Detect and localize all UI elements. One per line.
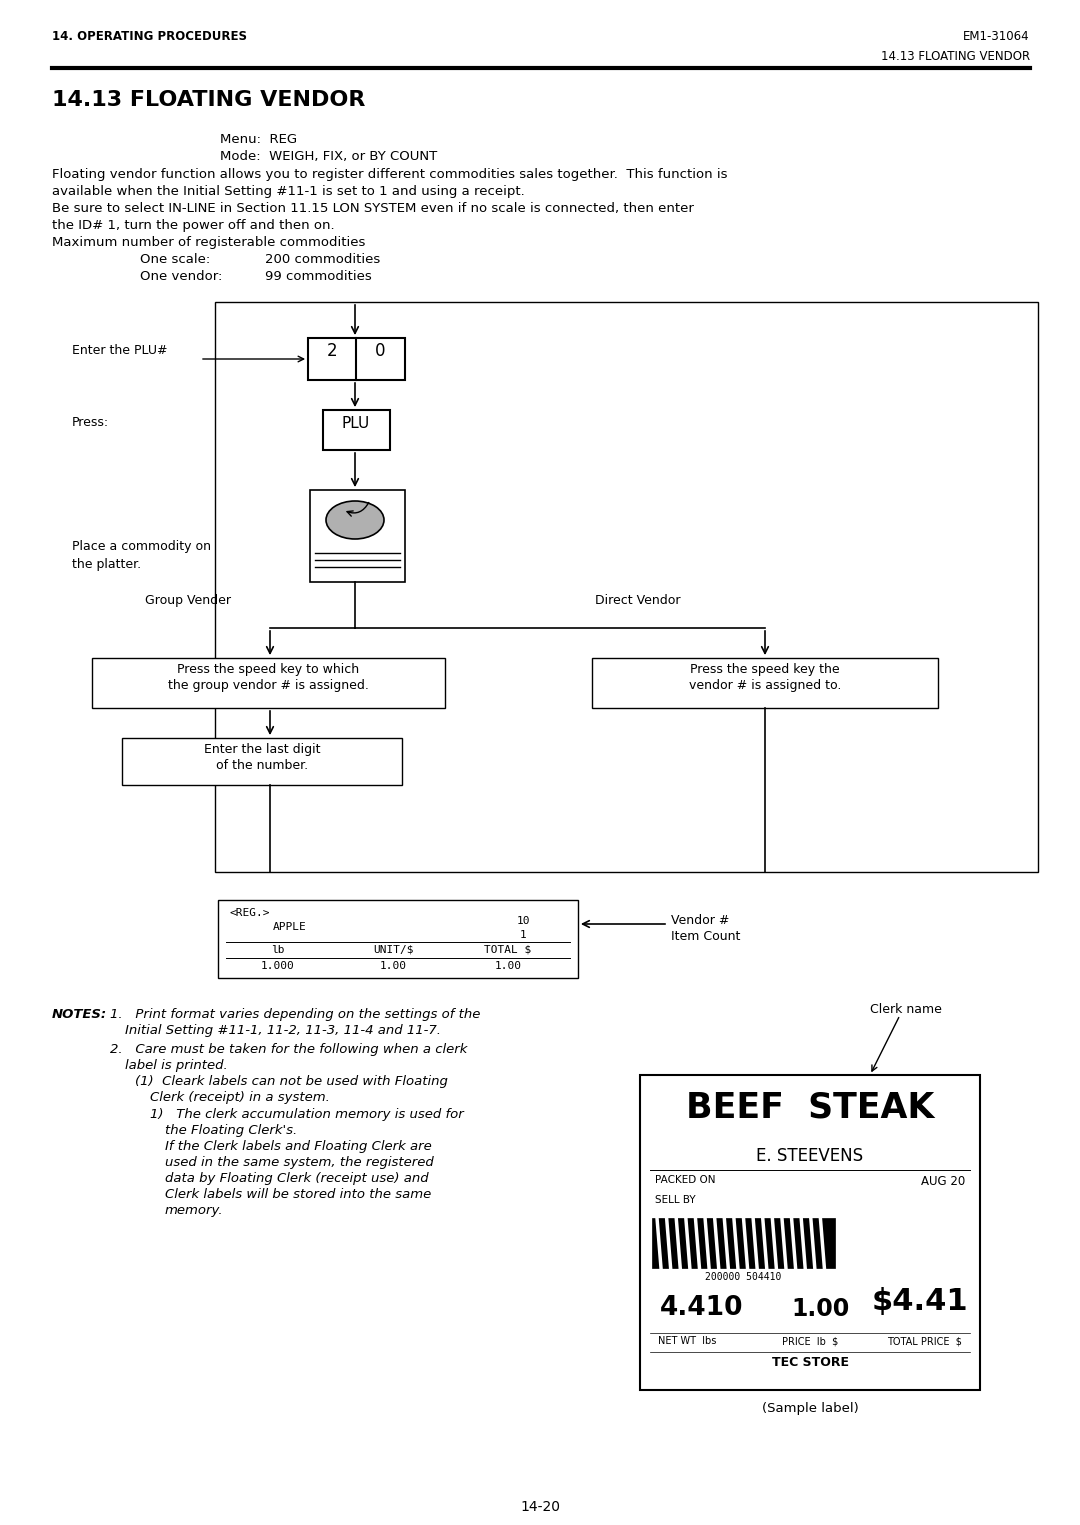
Text: Item Count: Item Count [671, 930, 741, 942]
Bar [122, 738, 402, 785]
Bar [218, 900, 578, 978]
Text: NET WT  lbs: NET WT lbs [658, 1336, 716, 1347]
Text: 2: 2 [326, 342, 337, 360]
Bar [92, 657, 445, 708]
Bar [640, 1075, 980, 1389]
Text: If the Clerk labels and Floating Clerk are: If the Clerk labels and Floating Clerk a… [165, 1141, 432, 1153]
Text: available when the Initial Setting #11-1 is set to 1 and using a receipt.: available when the Initial Setting #11-1… [52, 185, 525, 198]
Text: 200 commodities: 200 commodities [265, 253, 380, 265]
Text: lb: lb [271, 946, 285, 955]
Text: NOTES:: NOTES: [52, 1008, 107, 1022]
Text: Clerk labels will be stored into the same: Clerk labels will be stored into the sam… [165, 1188, 431, 1202]
Text: the Floating Clerk's.: the Floating Clerk's. [165, 1124, 297, 1138]
Text: used in the same system, the registered: used in the same system, the registered [165, 1156, 434, 1170]
Text: APPLE: APPLE [273, 923, 307, 932]
Text: $4.41: $4.41 [872, 1287, 968, 1316]
Bar [215, 302, 1038, 872]
Text: 1.00: 1.00 [379, 961, 406, 971]
Text: the group vendor # is assigned.: the group vendor # is assigned. [167, 679, 368, 692]
Text: 14. OPERATING PROCEDURES: 14. OPERATING PROCEDURES [52, 30, 247, 43]
Text: Press the speed key to which: Press the speed key to which [177, 663, 359, 676]
Text: Press the speed key the: Press the speed key the [690, 663, 840, 676]
Text: <REG.>: <REG.> [230, 907, 270, 918]
Text: 2.   Care must be taken for the following when a clerk: 2. Care must be taken for the following … [110, 1043, 468, 1055]
Text: Direct Vendor: Direct Vendor [595, 595, 680, 607]
Text: (Sample label): (Sample label) [761, 1401, 859, 1415]
Text: SELL BY: SELL BY [654, 1196, 696, 1205]
Text: Mode:  WEIGH, FIX, or BY COUNT: Mode: WEIGH, FIX, or BY COUNT [220, 149, 437, 163]
Text: EM1-31064: EM1-31064 [963, 30, 1030, 43]
Text: the ID# 1, turn the power off and then on.: the ID# 1, turn the power off and then o… [52, 220, 335, 232]
Text: of the number.: of the number. [216, 759, 308, 772]
Text: PACKED ON: PACKED ON [654, 1174, 715, 1185]
Text: data by Floating Clerk (receipt use) and: data by Floating Clerk (receipt use) and [165, 1173, 429, 1185]
Text: E. STEEVENS: E. STEEVENS [756, 1147, 864, 1165]
Bar [652, 1218, 835, 1267]
Text: label is printed.: label is printed. [125, 1058, 228, 1072]
Text: (1)  Cleark labels can not be used with Floating: (1) Cleark labels can not be used with F… [135, 1075, 448, 1087]
Text: 14.13 FLOATING VENDOR: 14.13 FLOATING VENDOR [52, 90, 365, 110]
Text: 1.00: 1.00 [791, 1296, 849, 1321]
Text: Press:: Press: [72, 416, 109, 429]
Text: the platter.: the platter. [72, 558, 141, 570]
Text: One scale:: One scale: [140, 253, 211, 265]
Text: 1)   The clerk accumulation memory is used for: 1) The clerk accumulation memory is used… [150, 1109, 463, 1121]
Text: vendor # is assigned to.: vendor # is assigned to. [689, 679, 841, 692]
Text: Floating vendor function allows you to register different commodities sales toge: Floating vendor function allows you to r… [52, 168, 728, 181]
Bar [310, 490, 405, 583]
Text: 1.000: 1.000 [261, 961, 295, 971]
Bar [592, 657, 939, 708]
Text: Clerk (receipt) in a system.: Clerk (receipt) in a system. [150, 1090, 329, 1104]
Text: Enter the last digit: Enter the last digit [204, 743, 321, 756]
Text: PRICE  lb  $: PRICE lb $ [782, 1336, 838, 1347]
Text: 10: 10 [516, 917, 530, 926]
Text: PLU: PLU [342, 416, 370, 432]
Text: 0: 0 [375, 342, 386, 360]
Text: Menu:  REG: Menu: REG [220, 133, 297, 146]
Text: TEC STORE: TEC STORE [771, 1356, 849, 1369]
Text: memory.: memory. [165, 1205, 224, 1217]
Text: BEEF  STEAK: BEEF STEAK [686, 1090, 934, 1124]
Text: Vendor #: Vendor # [671, 913, 729, 927]
Text: UNIT/$: UNIT/$ [373, 946, 414, 955]
Text: Maximum number of registerable commodities: Maximum number of registerable commoditi… [52, 236, 365, 249]
Text: Place a commodity on: Place a commodity on [72, 540, 211, 554]
Text: 1: 1 [519, 930, 526, 939]
Text: 200000 504410: 200000 504410 [705, 1272, 781, 1283]
Text: 14.13 FLOATING VENDOR: 14.13 FLOATING VENDOR [881, 50, 1030, 63]
Bar [308, 339, 405, 380]
Text: One vendor:: One vendor: [140, 270, 222, 284]
Text: TOTAL PRICE  $: TOTAL PRICE $ [887, 1336, 962, 1347]
Text: 99 commodities: 99 commodities [265, 270, 372, 284]
Ellipse shape [326, 502, 384, 538]
Text: Group Vender: Group Vender [145, 595, 231, 607]
Text: Initial Setting #11-1, 11-2, 11-3, 11-4 and 11-7.: Initial Setting #11-1, 11-2, 11-3, 11-4 … [125, 1023, 441, 1037]
Text: TOTAL $: TOTAL $ [484, 946, 531, 955]
Text: AUG 20: AUG 20 [921, 1174, 966, 1188]
Text: Enter the PLU#: Enter the PLU# [72, 345, 167, 357]
Text: Clerk name: Clerk name [870, 1003, 942, 1016]
Bar [323, 410, 390, 450]
Text: 4.410: 4.410 [660, 1295, 743, 1321]
Text: Be sure to select IN-LINE in Section 11.15 LON SYSTEM even if no scale is connec: Be sure to select IN-LINE in Section 11.… [52, 201, 693, 215]
Text: 14-20: 14-20 [519, 1501, 561, 1514]
Text: 1.00: 1.00 [495, 961, 522, 971]
Text: 1.   Print format varies depending on the settings of the: 1. Print format varies depending on the … [110, 1008, 481, 1022]
